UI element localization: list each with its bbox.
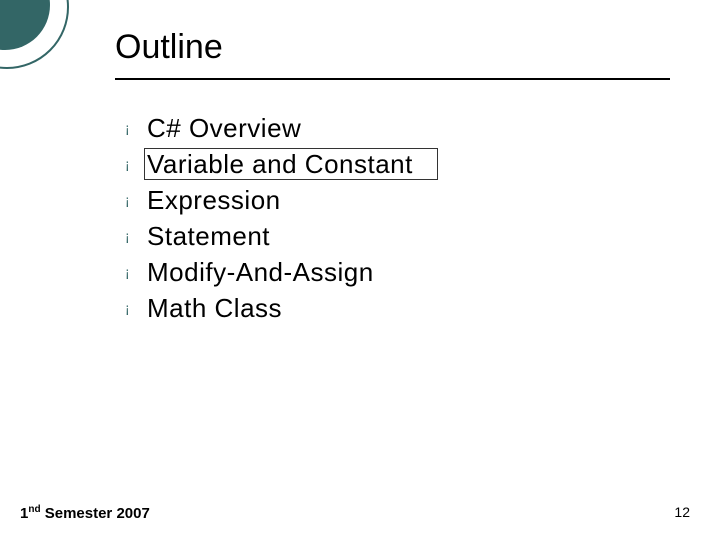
bullet-text: Math Class [147, 293, 282, 324]
bullet-icon: ¡ [125, 228, 147, 244]
list-item: ¡ Modify-And-Assign [125, 254, 413, 290]
footer-left: 1nd Semester 2007 [20, 504, 150, 522]
bullet-text: Expression [147, 185, 281, 216]
list-item: ¡ Expression [125, 182, 413, 218]
highlight-box [144, 148, 438, 180]
page-number: 12 [674, 504, 690, 520]
bullet-text: C# Overview [147, 113, 301, 144]
bullet-text: Modify-And-Assign [147, 257, 374, 288]
list-item: ¡ C# Overview [125, 110, 413, 146]
slide-title: Outline [115, 28, 223, 67]
slide: Outline ¡ C# Overview ¡ Variable and Con… [0, 0, 720, 540]
footer-rest: Semester 2007 [41, 505, 150, 522]
list-item: ¡ Math Class [125, 290, 413, 326]
bullet-icon: ¡ [125, 300, 147, 316]
bullet-icon: ¡ [125, 264, 147, 280]
title-underline [115, 78, 670, 80]
bullet-icon: ¡ [125, 120, 147, 136]
bullet-text: Statement [147, 221, 270, 252]
bullet-icon: ¡ [125, 192, 147, 208]
list-item: ¡ Statement [125, 218, 413, 254]
footer-super: nd [28, 504, 40, 515]
bullet-list: ¡ C# Overview ¡ Variable and Constant ¡ … [125, 110, 413, 326]
